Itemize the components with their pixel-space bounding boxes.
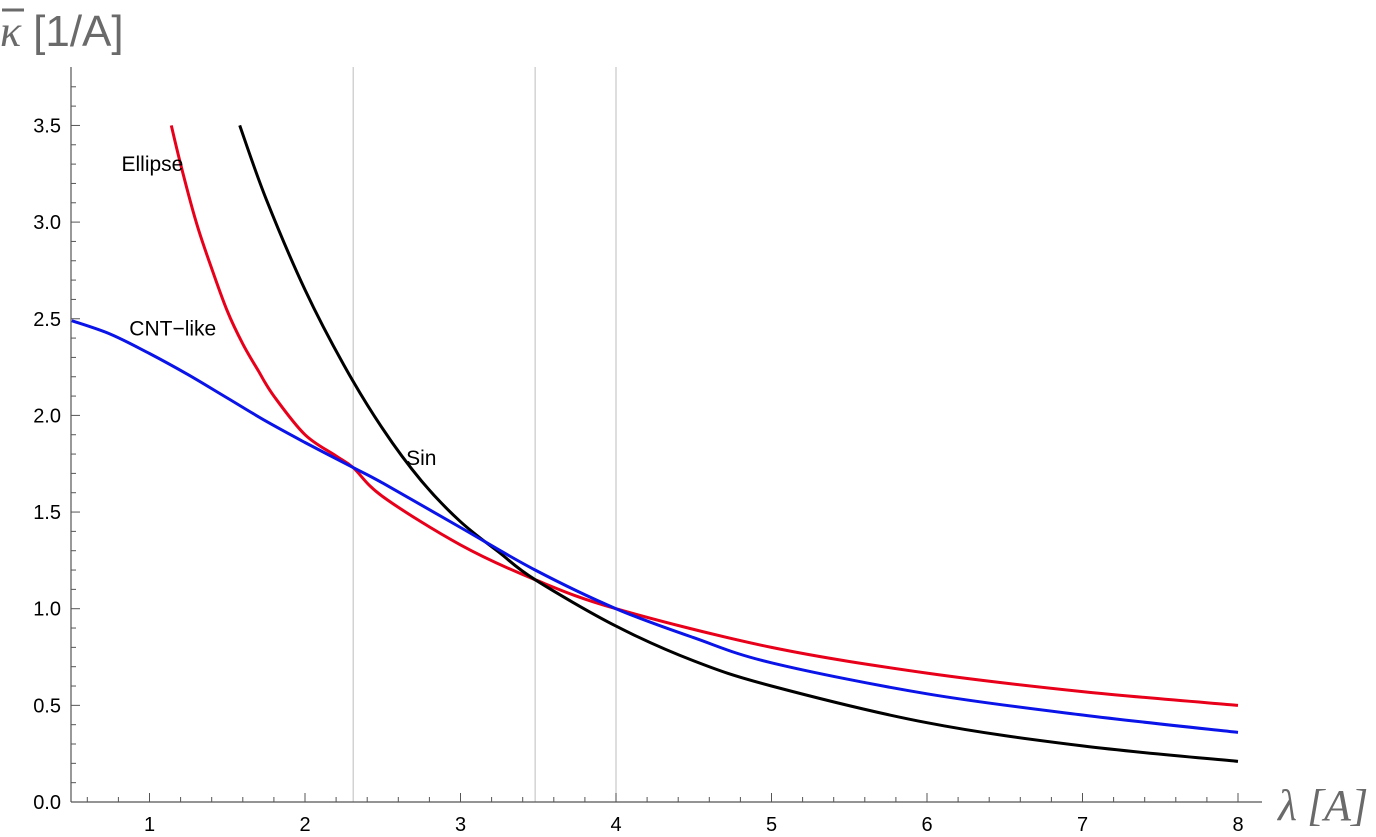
series-labels: Ellipse Sin CNT−like: [122, 153, 437, 470]
x-tick-label: 1: [144, 814, 155, 836]
y-tick-label: 0.5: [33, 695, 61, 717]
reference-lines: [352, 67, 617, 802]
x-axis-unit: [A]: [1307, 781, 1368, 830]
y-tick-label: 2.5: [33, 309, 61, 331]
x-axis-title: λ [A]: [1276, 781, 1368, 830]
y-tick-label: 1.0: [33, 599, 61, 621]
x-axis-ticks: 1 2 3 4 5 6 7 8: [86, 793, 1244, 836]
x-axis-symbol: λ: [1276, 781, 1297, 830]
series-label-ellipse: Ellipse: [122, 153, 184, 176]
y-axis-title: κ [1/A]: [0, 7, 124, 56]
y-axis-symbol: κ: [0, 7, 22, 56]
x-tick-label: 6: [921, 814, 932, 836]
series-label-cnt-like: CNT−like: [129, 317, 216, 340]
x-tick-label: 8: [1232, 814, 1243, 836]
x-tick-label: 4: [610, 814, 621, 836]
y-tick-label: 1.5: [33, 502, 61, 524]
series-line-sin: [238, 124, 1239, 763]
y-tick-label: 3.0: [33, 212, 61, 234]
x-tick-label: 7: [1077, 814, 1088, 836]
x-tick-label: 5: [766, 814, 777, 836]
x-tick-label: 2: [299, 814, 310, 836]
y-axis-ticks: 0.0 0.5 1.0 1.5 2.0 2.5 3.0 3.5: [33, 86, 80, 814]
y-axis-unit: [1/A]: [33, 7, 124, 56]
y-tick-label: 2.0: [33, 405, 61, 427]
series-lines: [71, 124, 1239, 763]
series-line-cnt-like: [71, 319, 1239, 734]
x-tick-label: 3: [455, 814, 466, 836]
series-line-ellipse: [169, 125, 1239, 707]
series-label-sin: Sin: [406, 447, 436, 470]
y-tick-label: 3.5: [33, 115, 61, 137]
y-tick-label: 0.0: [33, 792, 61, 814]
